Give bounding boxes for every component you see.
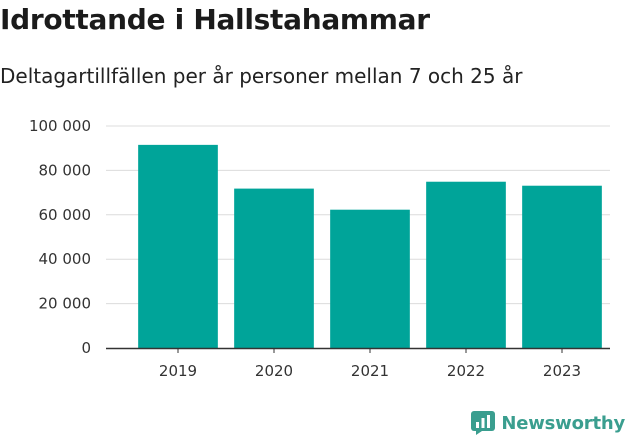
y-tick-label: 40 000 bbox=[39, 250, 92, 268]
x-tick-label: 2023 bbox=[543, 362, 581, 380]
y-tick-label: 60 000 bbox=[39, 206, 92, 224]
bar-2021 bbox=[330, 209, 410, 348]
y-axis-tick-labels: 0 20 000 40 000 60 000 80 000 100 000 bbox=[29, 117, 91, 357]
y-tick-label: 80 000 bbox=[39, 161, 92, 179]
x-tick-label: 2019 bbox=[159, 362, 197, 380]
x-tick-label: 2020 bbox=[255, 362, 293, 380]
bar-2019 bbox=[138, 144, 218, 348]
x-tick-label: 2022 bbox=[447, 362, 485, 380]
chart-subtitle: Deltagartillfällen per år personer mella… bbox=[0, 64, 523, 88]
chart-title: Idrottande i Hallstahammar bbox=[0, 3, 430, 36]
bars bbox=[138, 144, 602, 348]
y-tick-label: 20 000 bbox=[39, 295, 92, 313]
y-tick-label: 100 000 bbox=[29, 117, 91, 135]
brand-name: Newsworthy bbox=[501, 412, 625, 434]
bar-2020 bbox=[234, 188, 314, 348]
brand-logo[interactable]: Newsworthy bbox=[471, 411, 625, 435]
bar-2022 bbox=[426, 181, 506, 348]
y-tick-label: 0 bbox=[81, 339, 91, 357]
x-tick-label: 2021 bbox=[351, 362, 389, 380]
newsworthy-logo-icon bbox=[471, 411, 496, 435]
x-axis-ticks: 2019 2020 2021 2022 2023 bbox=[159, 348, 581, 380]
bar-2023 bbox=[522, 185, 602, 348]
